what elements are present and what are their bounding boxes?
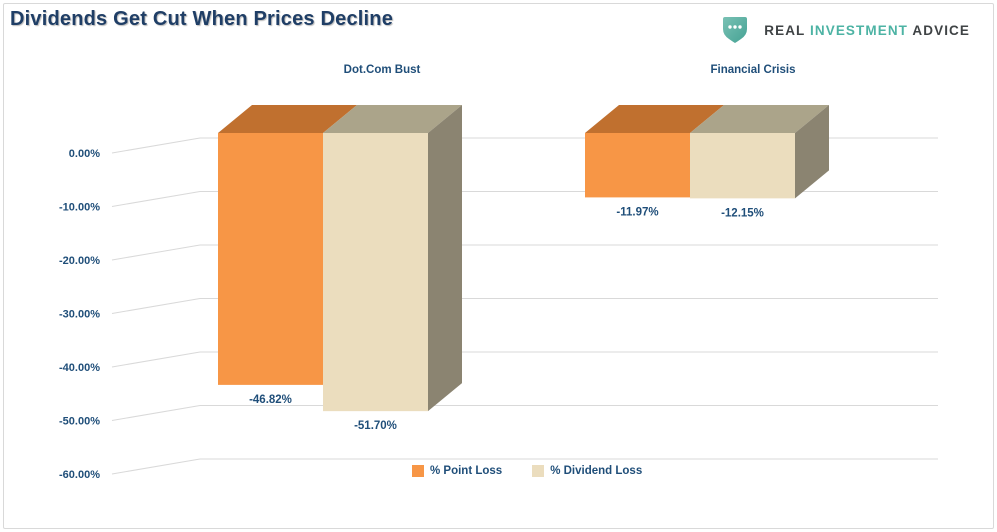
shield-dots-icon [723, 17, 748, 43]
bar-top-face [690, 105, 829, 133]
gridline-diagonal [111, 458, 201, 475]
bar-side-face [428, 105, 462, 412]
bar-data-label: -51.70% [354, 420, 397, 432]
bar-segment [218, 133, 323, 385]
gridline-diagonal [111, 298, 201, 314]
legend-item-point-loss: % Point Loss [412, 465, 502, 477]
y-axis-tick-label: -60.00% [59, 469, 100, 481]
y-axis-tick-label: -50.00% [59, 416, 100, 428]
bar-segment [323, 133, 428, 412]
legend-swatch-dividend-loss [532, 465, 545, 477]
bar-segment [690, 133, 795, 199]
legend-label: % Dividend Loss [550, 465, 643, 477]
brand-logo: REAL INVESTMENT ADVICE [722, 16, 970, 44]
bar-data-label: -46.82% [249, 394, 292, 406]
y-axis-tick-label: -40.00% [59, 362, 100, 374]
legend-label: % Point Loss [430, 465, 503, 477]
gridline-diagonal [111, 351, 201, 368]
bar-data-label: -11.97% [616, 206, 658, 218]
gridline-diagonal [111, 405, 201, 421]
bar-top-face [323, 105, 462, 133]
y-axis-tick-label: 0.00% [69, 148, 100, 160]
chart-legend: % Point Loss % Dividend Loss [412, 465, 672, 477]
y-axis-tick-label: -10.00% [59, 202, 100, 214]
category-label: Dot.Com Bust [344, 64, 421, 76]
category-label: Financial Crisis [710, 64, 795, 76]
gridline-diagonal [111, 191, 201, 207]
chart-title: Dividends Get Cut When Prices Decline [10, 8, 394, 30]
bar-side-face [795, 105, 829, 199]
bar-segment [585, 133, 690, 198]
bar-data-label: -12.15% [721, 207, 764, 219]
y-axis-tick-label: -20.00% [59, 255, 100, 267]
y-axis-tick-label: -30.00% [59, 309, 100, 321]
brand-word-real: REAL INVESTMENT ADVICE [764, 22, 970, 38]
legend-swatch-point-loss [412, 465, 424, 477]
gridline-diagonal [111, 244, 201, 261]
bar-top-face [585, 105, 724, 133]
gridline-diagonal [111, 137, 201, 154]
legend-item-dividend-loss: % Dividend Loss [532, 465, 642, 477]
bar-top-face [218, 105, 357, 133]
